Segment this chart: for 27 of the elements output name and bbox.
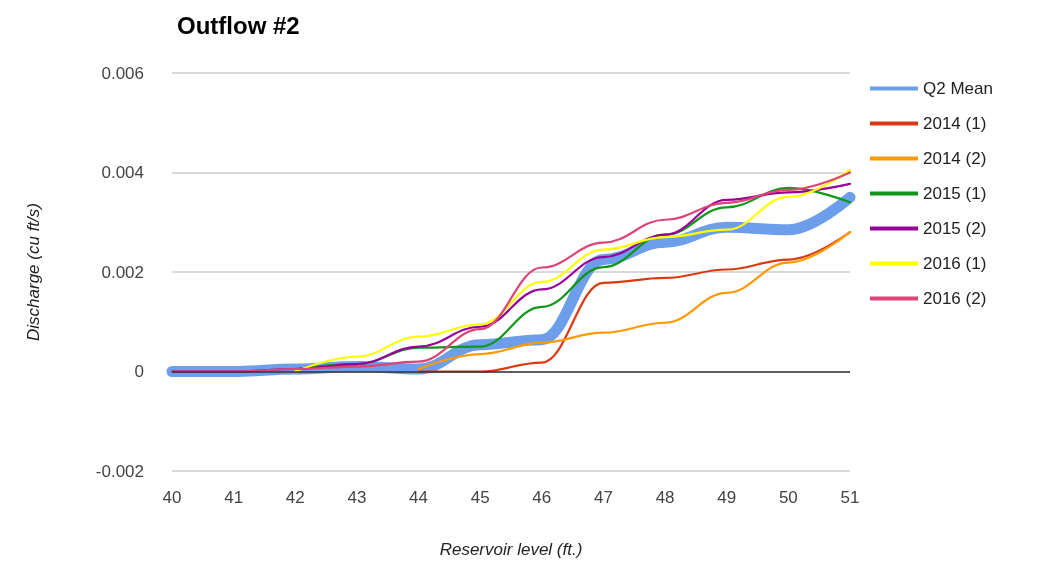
x-tick-label: 44 (409, 488, 429, 507)
chart-title: Outflow #2 (177, 11, 300, 39)
legend-label: 2014 (1) (923, 114, 987, 133)
legend-label: 2016 (1) (923, 254, 987, 273)
x-tick-label: 42 (285, 488, 305, 507)
x-tick-label: 49 (717, 488, 737, 507)
x-tick-label: 43 (347, 488, 367, 507)
legend-label: Q2 Mean (923, 79, 993, 98)
x-tick-label: 50 (778, 488, 798, 507)
x-tick-label: 47 (593, 488, 613, 507)
x-tick-label: 40 (162, 488, 182, 507)
x-axis-title: Reservoir level (ft.) (439, 540, 583, 559)
x-tick-label: 45 (470, 488, 490, 507)
legend-label: 2015 (1) (923, 184, 987, 203)
legend-label: 2014 (2) (923, 149, 987, 168)
x-tick-label: 46 (532, 488, 552, 507)
y-axis-title: Discharge (cu ft/s) (24, 203, 43, 341)
legend-label: 2015 (2) (923, 219, 987, 238)
y-tick-label: 0 (134, 362, 144, 381)
legend-label: 2016 (2) (923, 289, 987, 308)
x-tick-label: 51 (840, 488, 860, 507)
y-tick-label: 0.004 (101, 163, 144, 182)
x-tick-label: 41 (224, 488, 244, 507)
x-tick-label: 48 (655, 488, 675, 507)
y-tick-label: 0.002 (101, 262, 144, 282)
y-tick-label: 0.006 (101, 63, 144, 83)
y-tick-label: -0.002 (95, 461, 144, 481)
